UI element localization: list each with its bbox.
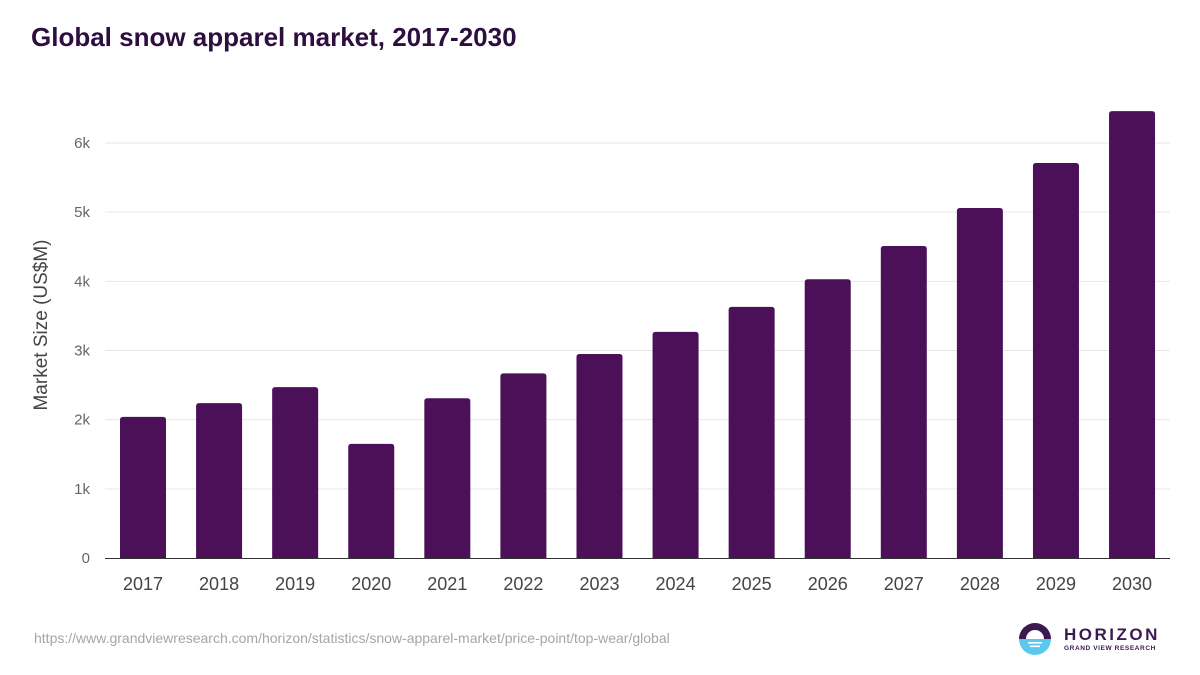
y-axis-label: Market Size (US$M) [31, 239, 52, 410]
x-tick-label: 2030 [1112, 574, 1152, 594]
bar [348, 443, 395, 558]
bar [880, 246, 927, 558]
x-tick-label: 2029 [1036, 574, 1076, 594]
bar [500, 373, 547, 558]
bar [576, 353, 623, 558]
x-tick-label: 2026 [808, 574, 848, 594]
x-tick-label: 2018 [199, 574, 239, 594]
y-tick-label: 5k [74, 204, 90, 221]
x-tick-label: 2027 [884, 574, 924, 594]
bar [424, 398, 471, 558]
x-tick-label: 2023 [579, 574, 619, 594]
x-tick-label: 2024 [656, 574, 696, 594]
logo-sub-text: GRAND VIEW RESEARCH [1064, 645, 1156, 652]
bar [728, 306, 775, 558]
x-tick-label: 2019 [275, 574, 315, 594]
x-tick-label: 2017 [123, 574, 163, 594]
bar [272, 387, 319, 558]
bar [1032, 163, 1079, 558]
y-tick-label: 0 [82, 550, 90, 567]
y-tick-label: 6k [74, 135, 90, 152]
horizon-logo-icon [1019, 623, 1051, 655]
horizon-logo: HORIZON GRAND VIEW RESEARCH [1018, 622, 1160, 656]
chart-title: Global snow apparel market, 2017-2030 [31, 22, 517, 52]
bar [120, 416, 166, 558]
x-tick-label: 2028 [960, 574, 1000, 594]
bar [1109, 111, 1156, 558]
x-tick-label: 2025 [732, 574, 772, 594]
x-tick-label: 2021 [427, 574, 467, 594]
bar-chart: 0 1k 2k 3k 4k 5k 6k Market Size (US$M) 2017 2018 2… [31, 111, 1170, 594]
bar [652, 331, 699, 558]
x-tick-label: 2020 [351, 574, 391, 594]
x-tick-label: 2022 [503, 574, 543, 594]
bar [196, 403, 243, 558]
y-tick-label: 1k [74, 481, 90, 498]
logo-main-text: HORIZON [1064, 625, 1160, 644]
y-tick-label: 3k [74, 343, 90, 360]
bar [956, 208, 1003, 558]
bar [804, 279, 851, 558]
y-tick-label: 4k [74, 273, 90, 290]
source-url[interactable]: https://www.grandviewresearch.com/horizo… [34, 630, 670, 646]
y-tick-label: 2k [74, 412, 90, 429]
